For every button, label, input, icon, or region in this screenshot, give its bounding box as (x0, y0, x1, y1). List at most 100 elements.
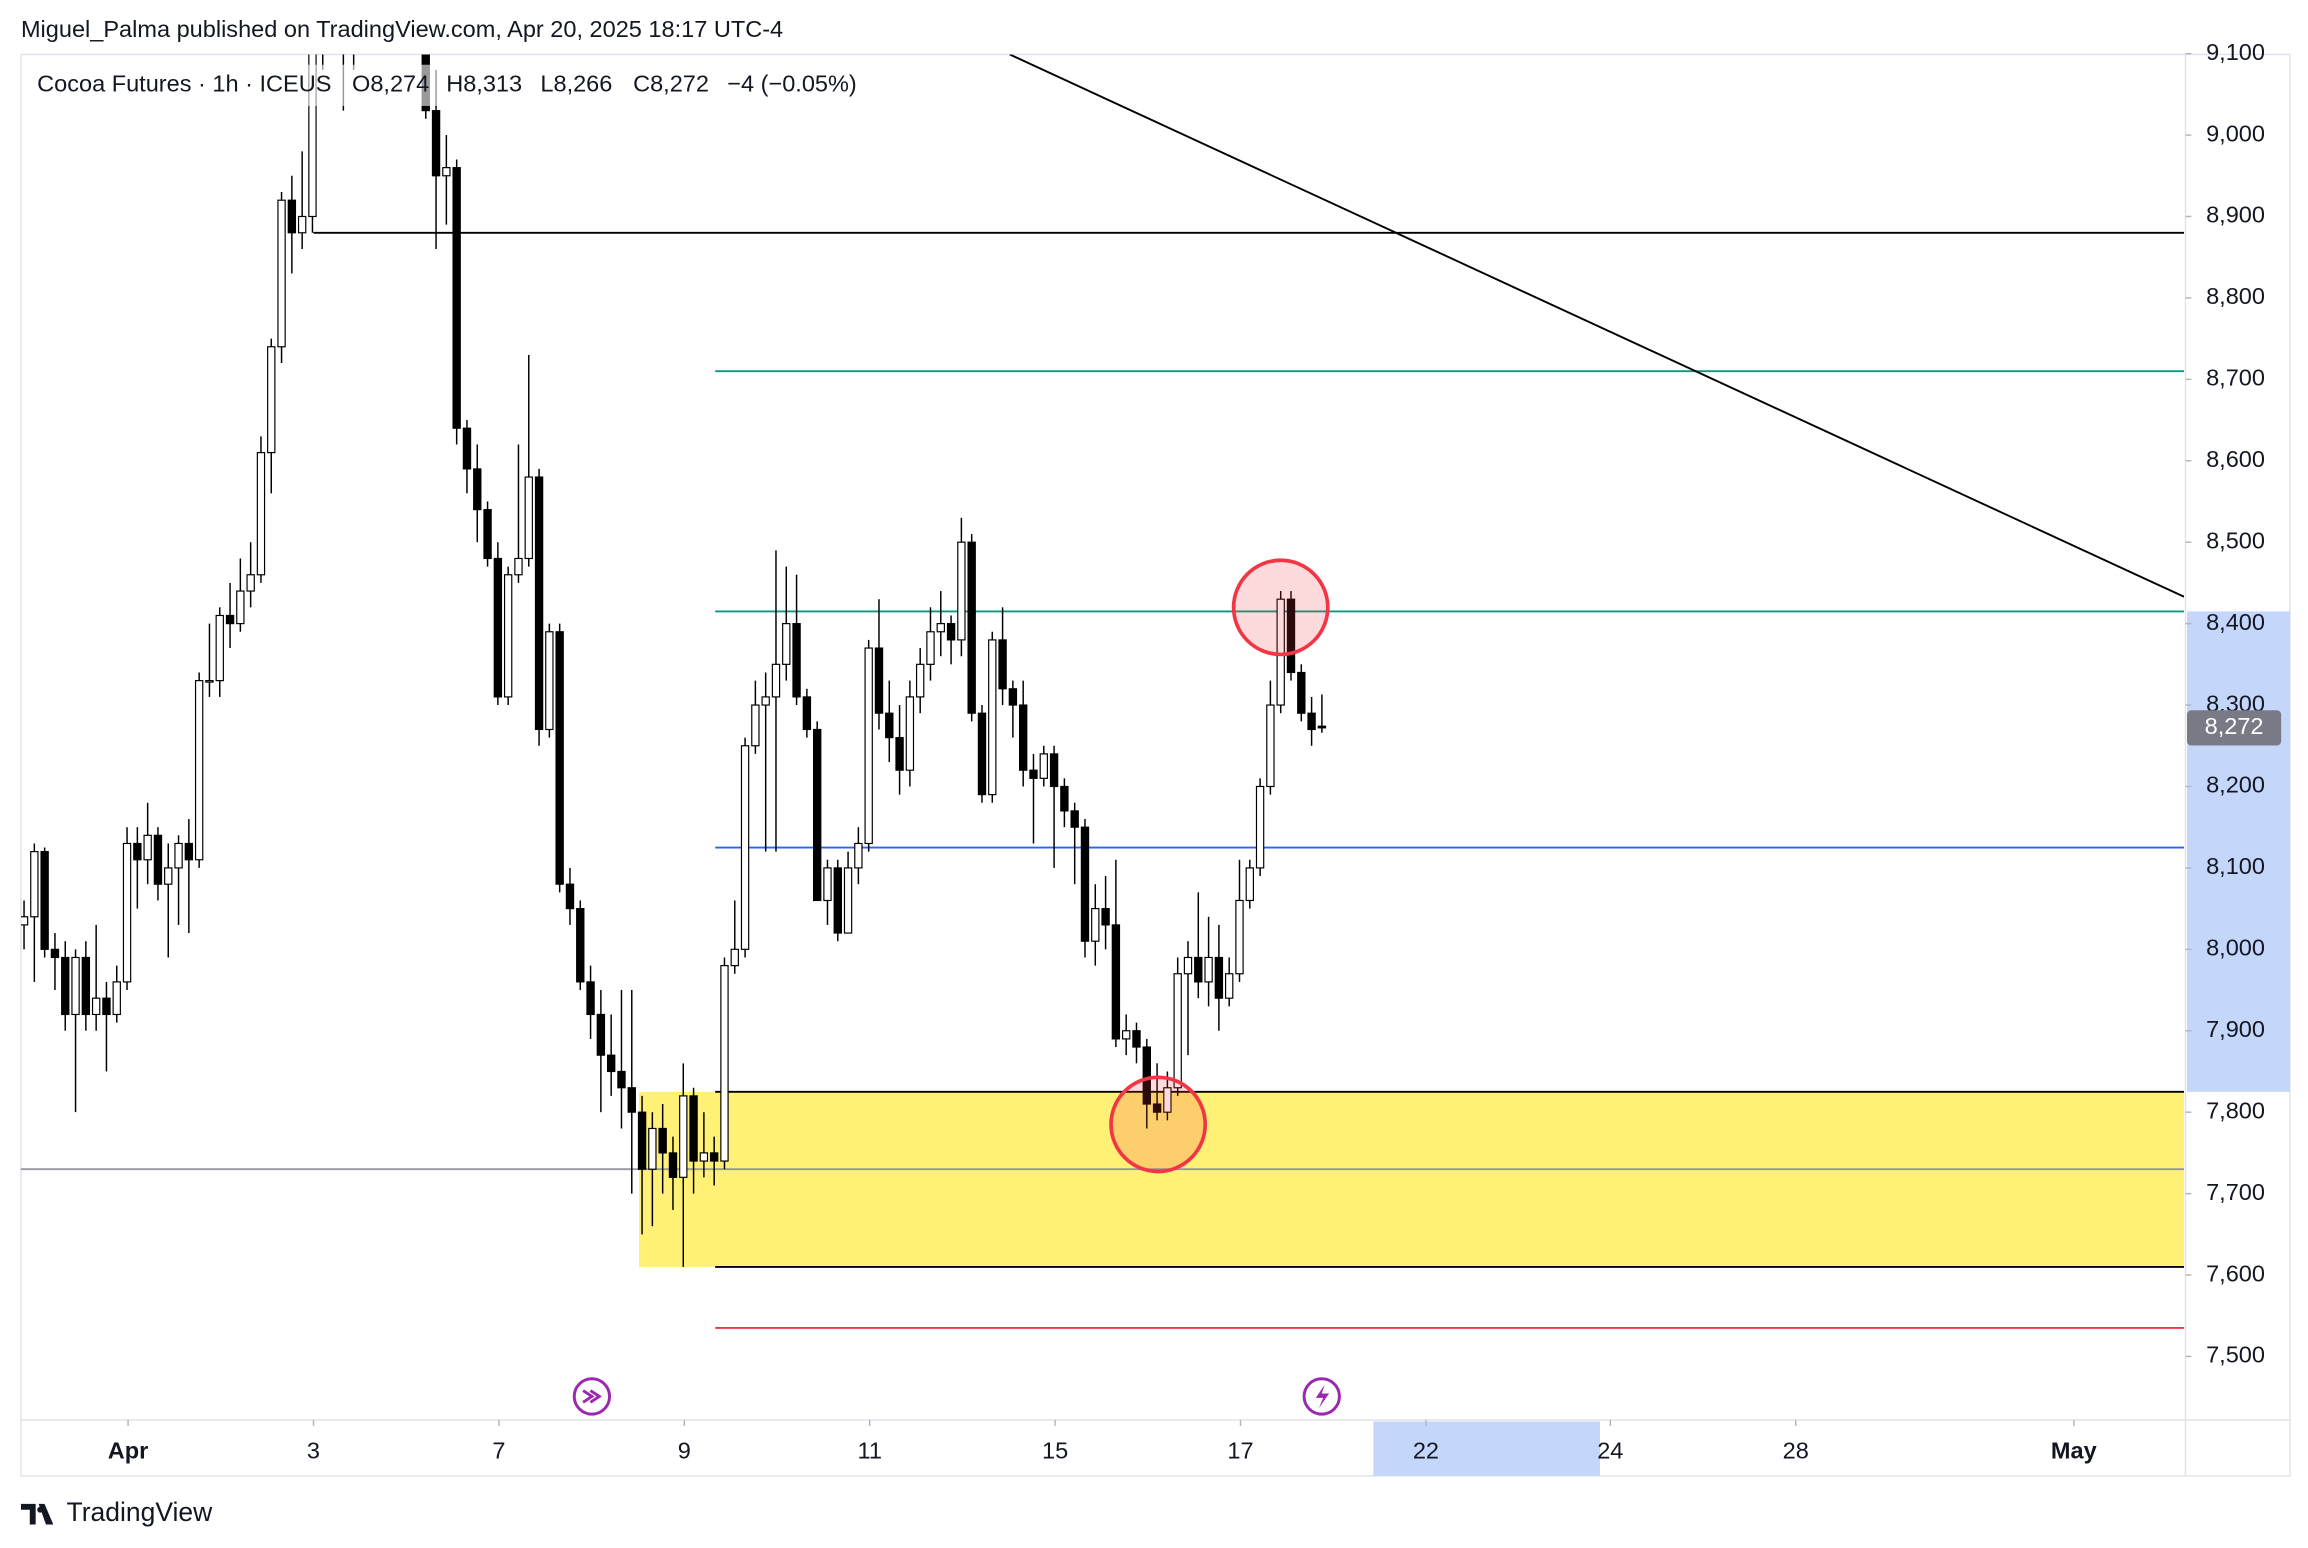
candle-body (308, 54, 317, 218)
zone (638, 1091, 2185, 1267)
candle-body (648, 1127, 657, 1170)
candle-body (133, 842, 142, 861)
x-tick-label: 9 (678, 1438, 691, 1464)
candle-body (812, 728, 822, 902)
candle-body (576, 908, 585, 983)
candle-body (596, 1013, 606, 1056)
candle-body (637, 1111, 647, 1170)
event-icon[interactable] (572, 1377, 612, 1416)
x-tick-label: 24 (1597, 1438, 1623, 1464)
candle-body (915, 663, 925, 698)
candle-body (91, 997, 101, 1016)
candle-body (1101, 908, 1110, 926)
candle-body (689, 1095, 698, 1162)
candle-body (668, 1152, 678, 1178)
candle-body (50, 948, 60, 959)
candle-body (287, 199, 297, 234)
candle-body (71, 956, 80, 1016)
candle-body (1008, 688, 1018, 706)
candle-body (1018, 704, 1028, 771)
candle-body (977, 712, 987, 796)
candle-body (730, 948, 739, 967)
candle-body (1266, 704, 1275, 788)
legend-high: H8,313 (446, 71, 522, 97)
candle-body (843, 867, 853, 934)
x-tick-label: 15 (1042, 1438, 1068, 1464)
candle-body (1091, 908, 1100, 942)
candle-body (833, 867, 842, 934)
candle-body (555, 631, 564, 885)
y-tick-label: 7,800 (2206, 1097, 2265, 1123)
candle-body (503, 574, 513, 698)
candle-body (462, 427, 472, 470)
y-tick-label: 8,800 (2206, 283, 2265, 309)
axes: 7,500 7,600 7,700 7,800 7,900 8,000 8,100 8,200… (108, 39, 2290, 1476)
x-tick-label: May (2051, 1438, 2097, 1464)
candle-body (1060, 785, 1069, 812)
price-highlight (2186, 611, 2290, 1092)
candle-body (534, 476, 544, 731)
time-highlight (1373, 1421, 1601, 1476)
y-tick-label: 9,000 (2206, 120, 2265, 146)
candle-body (1297, 671, 1306, 714)
candle-body (895, 737, 904, 771)
candle-body (164, 867, 173, 885)
y-tick-label: 8,700 (2206, 365, 2265, 391)
y-tick-label: 9,100 (2206, 39, 2265, 65)
x-tick-label: 22 (1413, 1438, 1439, 1464)
candle-body (81, 956, 91, 1016)
y-tick-label: 8,400 (2206, 609, 2265, 635)
candle-body (184, 842, 194, 861)
candle-body (617, 1070, 626, 1089)
candle-body (988, 639, 997, 796)
brand-logo (20, 1503, 54, 1525)
candle-body (586, 981, 595, 1016)
candle-body (452, 167, 461, 429)
y-tick-label: 8,200 (2206, 772, 2265, 798)
y-tick-label: 8,100 (2206, 853, 2265, 879)
candle-body (215, 614, 224, 682)
candle-body (1049, 753, 1059, 788)
candle-body (524, 476, 533, 560)
legend-low: L8,266 (540, 71, 612, 97)
candle-body (802, 696, 812, 731)
plot-back (20, 231, 2185, 1329)
candle-body (709, 1152, 719, 1162)
candle-body (627, 1087, 636, 1113)
candle-body (431, 110, 441, 177)
candle-body (1204, 956, 1213, 983)
candle-body (606, 1054, 616, 1073)
candle-body (658, 1127, 667, 1154)
candle-body (1235, 899, 1244, 975)
candle-body (1317, 725, 1327, 729)
candle-body (926, 631, 935, 665)
x-tick-label: 17 (1227, 1438, 1253, 1464)
candle-body (30, 851, 39, 918)
event-icon[interactable] (1302, 1377, 1341, 1416)
candle-body (720, 965, 729, 1162)
header: Miguel_Palma published on TradingView.co… (21, 16, 783, 42)
candle-body (967, 541, 976, 714)
y-tick-label: 8,600 (2206, 446, 2265, 472)
legend-open: O8,274 (352, 71, 429, 97)
candle-body (885, 712, 894, 739)
y-tick-label: 7,500 (2206, 1342, 2265, 1368)
x-tick-label: 7 (492, 1438, 505, 1464)
candles (20, 54, 1327, 1267)
candle-body (792, 623, 801, 698)
legend-close: C8,272 (633, 71, 709, 97)
candle-body (679, 1095, 688, 1178)
candle-body (256, 452, 266, 576)
candle-body (61, 956, 70, 1016)
candle-body (1111, 924, 1121, 1040)
candle-body (1132, 1030, 1141, 1048)
symbol-title: Cocoa Futures · 1h · ICEUS (37, 71, 331, 97)
legend-change: −4 (−0.05%) (727, 71, 857, 97)
candle-body (854, 842, 863, 869)
candle-body (1224, 973, 1234, 999)
candle-body (1163, 1087, 1172, 1113)
candle-body (112, 981, 121, 1016)
